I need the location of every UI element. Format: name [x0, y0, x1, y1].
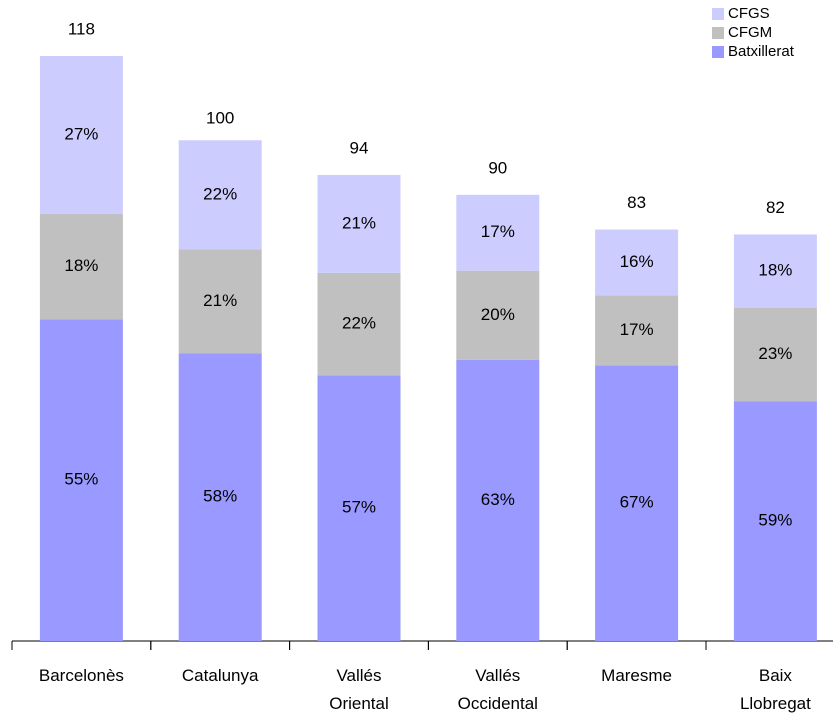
bar-segment: [317, 272, 401, 376]
value-label: 63%: [481, 490, 515, 509]
bar-segment: [178, 140, 262, 250]
bar-segment: [39, 319, 123, 641]
bar-segment: [595, 295, 679, 366]
bar-segment: [317, 174, 401, 273]
bar-segment: [317, 375, 401, 641]
bar-segment: [456, 194, 540, 271]
value-label: 16%: [620, 252, 654, 271]
legend-swatch: [712, 46, 724, 58]
value-label: 59%: [758, 511, 792, 530]
total-label: 94: [350, 138, 369, 157]
value-label: 23%: [758, 344, 792, 363]
bar-segment: [178, 353, 262, 641]
value-label: 55%: [64, 470, 98, 489]
x-tick-label: Maresme: [601, 666, 672, 685]
value-label: 27%: [64, 124, 98, 143]
value-label: 57%: [342, 498, 376, 517]
x-tick-label: Vallés Oriental: [329, 666, 389, 713]
bar-segment: [39, 56, 123, 214]
value-label: 22%: [342, 314, 376, 333]
bar-segment: [733, 234, 817, 308]
legend-label: CFGS: [728, 5, 770, 22]
bar-segment: [456, 270, 540, 360]
x-tick-label: Vallés Occidental: [458, 666, 538, 713]
x-tick-label: Barcelonès: [39, 666, 124, 685]
total-label: 118: [68, 19, 95, 38]
value-label: 67%: [620, 493, 654, 512]
value-label: 20%: [481, 305, 515, 324]
bar-segment: [595, 229, 679, 296]
bar-segment: [595, 365, 679, 641]
x-tick-label: Catalunya: [182, 666, 259, 685]
legend-label: CFGM: [728, 24, 772, 41]
value-label: 21%: [342, 213, 376, 232]
legend-swatch: [712, 8, 724, 20]
bar-segment: [733, 401, 817, 641]
legend-swatch: [712, 27, 724, 39]
value-label: 17%: [481, 222, 515, 241]
bar-segment: [733, 307, 817, 402]
total-label: 90: [488, 158, 507, 177]
value-label: 17%: [620, 320, 654, 339]
bar-segment: [456, 359, 540, 641]
bar-segment: [178, 249, 262, 354]
value-label: 22%: [203, 184, 237, 203]
value-label: 18%: [64, 256, 98, 275]
value-label: 58%: [203, 487, 237, 506]
x-tick-label: Baix Llobregat: [740, 666, 811, 713]
total-label: 82: [766, 198, 785, 217]
value-label: 18%: [758, 261, 792, 280]
bar-segment: [39, 213, 123, 320]
legend-label: Batxillerat: [728, 43, 795, 60]
total-label: 100: [206, 109, 234, 128]
value-label: 21%: [203, 291, 237, 310]
total-label: 83: [627, 193, 646, 212]
